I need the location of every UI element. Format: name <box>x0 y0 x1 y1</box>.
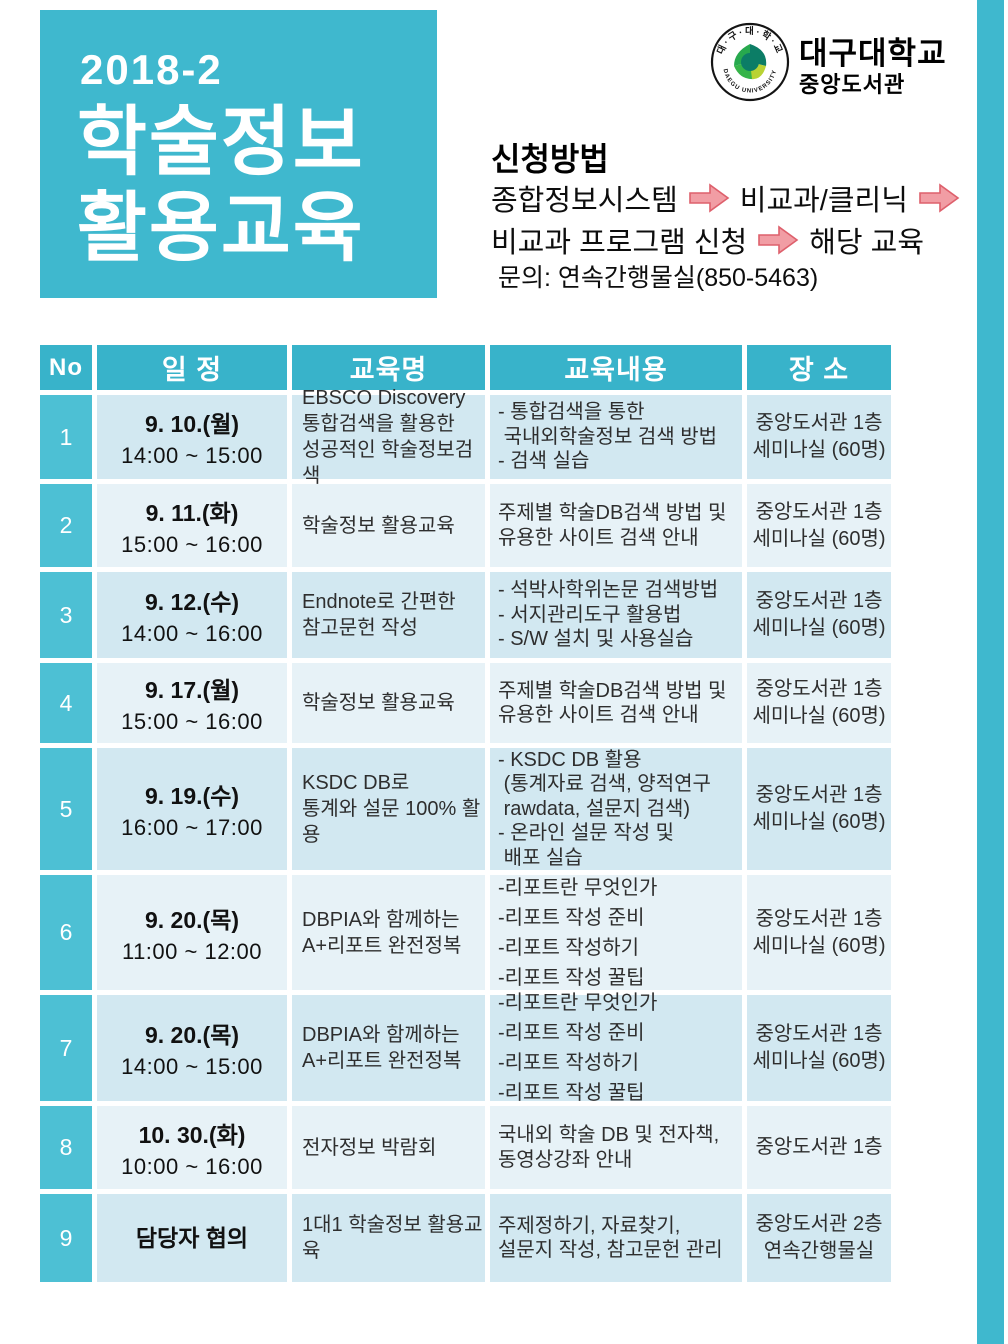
row-number-cell: 8 <box>40 1106 92 1189</box>
contact-info: 문의: 연속간행물실(850-5463) <box>498 264 819 292</box>
flow-step: 해당 교육 <box>809 227 925 259</box>
poster-title-line1: 학술정보 <box>77 100 365 185</box>
schedule-time: 15:00 ~ 16:00 <box>121 531 263 557</box>
row-number-cell: 9 <box>40 1194 92 1282</box>
university-logo: 대·구·대·학·교 DAEGU UNIVERSITY 1956 대구대학교 중앙… <box>710 22 947 102</box>
course-content-cell: 주제별 학술DB검색 방법 및 유용한 사이트 검색 안내 <box>490 484 742 567</box>
row-number-cell: 2 <box>40 484 92 567</box>
schedule-date: 담당자 협의 <box>135 1225 249 1251</box>
location-cell: 중앙도서관 2층 연속간행물실 <box>747 1194 891 1282</box>
apply-flow-line1: 종합정보시스템 비교과/클리닉 <box>491 177 960 219</box>
row-number-cell: 4 <box>40 663 92 743</box>
library-name: 중앙도서관 <box>799 71 906 97</box>
course-content-cell: 국내외 학술 DB 및 전자책, 동영상강좌 안내 <box>490 1106 742 1189</box>
schedule-date: 10. 30.(화) <box>138 1121 246 1148</box>
location-cell: 중앙도서관 1층 세미나실 (60명) <box>747 875 891 990</box>
course-content-cell: - KSDC DB 활용 (통계자료 검색, 양적연구 rawdata, 설문지… <box>490 748 742 870</box>
university-seal-icon: 대·구·대·학·교 DAEGU UNIVERSITY 1956 <box>710 22 790 102</box>
location-cell: 중앙도서관 1층 세미나실 (60명) <box>747 395 891 479</box>
schedule-time: 11:00 ~ 12:00 <box>121 938 263 964</box>
col-header-course: 교육명 <box>292 345 485 390</box>
course-content-cell: -리포트란 무엇인가 -리포트 작성 준비 -리포트 작성하기 -리포트 작성 … <box>490 992 742 1104</box>
row-number-cell: 5 <box>40 748 92 870</box>
course-content-cell: 주제별 학술DB검색 방법 및 유용한 사이트 검색 안내 <box>490 663 742 743</box>
location-cell: 중앙도서관 1층 세미나실 (60명) <box>747 748 891 870</box>
schedule-table: No 일 정 교육명 교육내용 장 소 1 9. 10.(월) 14:00 ~ … <box>40 345 891 1282</box>
schedule-time: 10:00 ~ 16:00 <box>121 1153 263 1179</box>
schedule-date: 9. 20.(목) <box>144 906 240 933</box>
schedule-date: 9. 17.(월) <box>144 677 240 703</box>
schedule-date: 9. 11.(화) <box>145 499 239 526</box>
course-name-cell: DBPIA와 함께하는 A+리포트 완전정복 <box>292 995 485 1101</box>
term-label: 2018-2 <box>80 46 223 93</box>
right-accent-bar <box>977 0 1004 1344</box>
location-cell: 중앙도서관 1층 세미나실 (60명) <box>747 663 891 743</box>
schedule-date-cell: 9. 11.(화) 15:00 ~ 16:00 <box>97 484 287 567</box>
course-name-cell: 전자정보 박람회 <box>292 1106 485 1189</box>
col-header-content: 교육내용 <box>490 345 742 390</box>
schedule-date-cell: 9. 19.(수) 16:00 ~ 17:00 <box>97 748 287 870</box>
flow-arrow-icon <box>919 183 960 213</box>
schedule-time: 16:00 ~ 17:00 <box>121 815 263 840</box>
logo-text: 대구대학교 중앙도서관 <box>799 36 947 97</box>
schedule-date: 9. 19.(수) <box>144 783 240 809</box>
apply-method-heading: 신청방법 <box>491 141 609 177</box>
schedule-date-cell: 9. 20.(목) 11:00 ~ 12:00 <box>97 875 287 990</box>
row-number-cell: 6 <box>40 875 92 990</box>
location-cell: 중앙도서관 1층 세미나실 (60명) <box>747 484 891 567</box>
title-block: 2018-2 학술정보 활용교육 <box>40 10 437 298</box>
schedule-date-cell: 9. 12.(수) 14:00 ~ 16:00 <box>97 572 287 658</box>
flow-step: 종합정보시스템 <box>491 185 678 217</box>
schedule-time: 14:00 ~ 15:00 <box>121 1054 263 1079</box>
schedule-time: 15:00 ~ 16:00 <box>121 709 263 734</box>
schedule-date: 9. 20.(목) <box>144 1022 240 1048</box>
flow-arrow-icon <box>758 225 799 255</box>
flow-step: 비교과 프로그램 신청 <box>491 227 748 259</box>
flow-arrow-icon <box>688 183 730 213</box>
col-header-no: No <box>40 345 92 390</box>
schedule-time: 14:00 ~ 15:00 <box>121 443 263 468</box>
course-content-cell: - 통합검색을 통한 국내외학술정보 검색 방법 - 검색 실습 <box>490 395 742 479</box>
apply-flow-line2: 비교과 프로그램 신청 해당 교육 <box>491 219 924 261</box>
row-number-cell: 3 <box>40 572 92 658</box>
schedule-date: 9. 10.(월) <box>144 411 240 437</box>
schedule-date: 9. 12.(수) <box>144 589 240 615</box>
course-content-cell: 주제정하기, 자료찾기, 설문지 작성, 참고문헌 관리 <box>490 1194 742 1282</box>
col-header-date: 일 정 <box>97 345 287 390</box>
course-name-cell: 학술정보 활용교육 <box>292 663 485 743</box>
university-name: 대구대학교 <box>799 36 947 71</box>
schedule-date-cell: 10. 30.(화) 10:00 ~ 16:00 <box>97 1106 287 1189</box>
schedule-date-cell: 담당자 협의 <box>97 1194 287 1282</box>
course-content-cell: -리포트란 무엇인가 -리포트 작성 준비 -리포트 작성하기 -리포트 작성 … <box>490 875 742 990</box>
course-name-cell: 1대1 학술정보 활용교육 <box>292 1194 485 1282</box>
course-name-cell: DBPIA와 함께하는 A+리포트 완전정복 <box>292 875 485 990</box>
course-name-cell: Endnote로 간편한 참고문헌 작성 <box>292 572 485 658</box>
schedule-date-cell: 9. 10.(월) 14:00 ~ 15:00 <box>97 395 287 479</box>
row-number-cell: 1 <box>40 395 92 479</box>
course-name-cell: EBSCO Discovery 통합검색을 활용한 성공적인 학술정보검색 <box>292 387 485 487</box>
schedule-time: 14:00 ~ 16:00 <box>121 621 263 646</box>
schedule-date-cell: 9. 17.(월) 15:00 ~ 16:00 <box>97 663 287 743</box>
poster-title-line2: 활용교육 <box>77 186 365 271</box>
row-number-cell: 7 <box>40 995 92 1101</box>
location-cell: 중앙도서관 1층 세미나실 (60명) <box>747 572 891 658</box>
course-name-cell: KSDC DB로 통계와 설문 100% 활용 <box>292 748 485 870</box>
flow-step: 비교과/클리닉 <box>739 185 908 217</box>
location-cell: 중앙도서관 1층 <box>747 1106 891 1189</box>
location-cell: 중앙도서관 1층 세미나실 (60명) <box>747 995 891 1101</box>
schedule-date-cell: 9. 20.(목) 14:00 ~ 15:00 <box>97 995 287 1101</box>
course-name-cell: 학술정보 활용교육 <box>292 484 485 567</box>
col-header-place: 장 소 <box>747 345 891 390</box>
course-content-cell: - 석박사학위논문 검색방법 - 서지관리도구 활용법 - S/W 설치 및 사… <box>490 572 742 658</box>
